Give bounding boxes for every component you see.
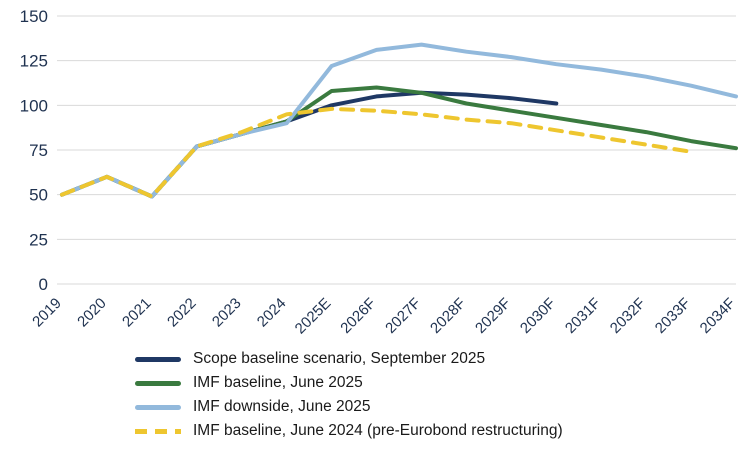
svg-text:0: 0 bbox=[39, 275, 48, 294]
legend-label: IMF downside, June 2025 bbox=[193, 398, 371, 415]
chart-area: 0 25 50 75 100 125 150 2019 2020 2021 2022 2023 2024… bbox=[20, 7, 739, 338]
svg-text:2027F: 2027F bbox=[382, 295, 424, 337]
legend-item: IMF baseline, June 2025 bbox=[135, 373, 750, 393]
legend-item: IMF downside, June 2025 bbox=[135, 397, 750, 417]
chart-legend: Scope baseline scenario, September 2025 … bbox=[135, 349, 750, 441]
legend-swatch-scope-baseline bbox=[135, 356, 181, 362]
legend-label: IMF baseline, June 2024 (pre-Eurobond re… bbox=[193, 422, 563, 439]
svg-text:100: 100 bbox=[20, 96, 48, 115]
legend-swatch-imf-baseline-2025 bbox=[135, 380, 181, 386]
legend-label: IMF baseline, June 2025 bbox=[193, 374, 363, 391]
svg-text:2021: 2021 bbox=[119, 295, 155, 331]
svg-text:2019: 2019 bbox=[29, 295, 65, 331]
svg-text:2030F: 2030F bbox=[517, 295, 559, 337]
svg-text:2023: 2023 bbox=[209, 295, 245, 331]
svg-text:2025E: 2025E bbox=[292, 295, 335, 338]
legend-label: Scope baseline scenario, September 2025 bbox=[193, 350, 486, 367]
svg-text:2020: 2020 bbox=[74, 295, 110, 331]
svg-text:2028F: 2028F bbox=[427, 295, 469, 337]
legend-item: Scope baseline scenario, September 2025 bbox=[135, 349, 750, 369]
svg-text:50: 50 bbox=[29, 186, 48, 205]
svg-text:2031F: 2031F bbox=[562, 295, 604, 337]
chart-svg: 0 25 50 75 100 125 150 2019 2020 2021 2022 2023 2024… bbox=[20, 7, 739, 338]
legend-swatch-imf-downside-2025 bbox=[135, 404, 181, 410]
legend-item: IMF baseline, June 2024 (pre-Eurobond re… bbox=[135, 421, 750, 441]
svg-text:2034F: 2034F bbox=[697, 295, 739, 337]
svg-text:2026F: 2026F bbox=[337, 295, 379, 337]
svg-text:2029F: 2029F bbox=[472, 295, 514, 337]
svg-text:150: 150 bbox=[20, 7, 48, 26]
svg-text:25: 25 bbox=[29, 230, 48, 249]
svg-text:2022: 2022 bbox=[164, 295, 200, 331]
legend-swatch-imf-baseline-2024 bbox=[135, 428, 181, 434]
svg-text:2033F: 2033F bbox=[652, 295, 694, 337]
svg-text:2032F: 2032F bbox=[607, 295, 649, 337]
svg-text:75: 75 bbox=[29, 141, 48, 160]
svg-text:125: 125 bbox=[20, 52, 48, 71]
svg-text:2024: 2024 bbox=[254, 295, 290, 331]
